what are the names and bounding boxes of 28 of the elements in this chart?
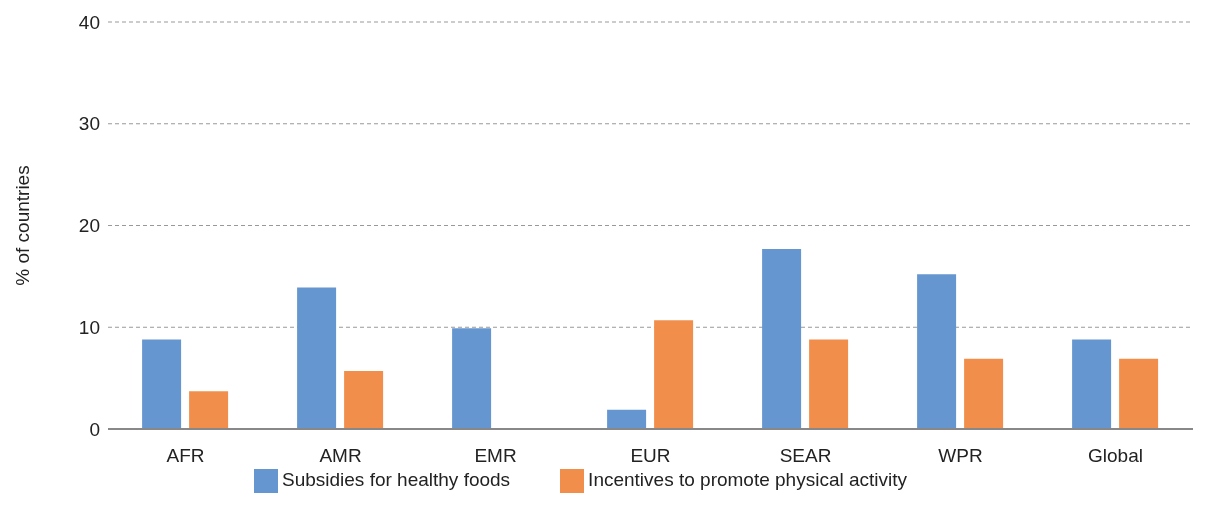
y-axis-title: % of countries xyxy=(11,165,33,286)
y-tick-label: 20 xyxy=(78,215,100,237)
y-tick-label: 40 xyxy=(78,11,100,33)
x-tick-label: SEAR xyxy=(779,445,832,467)
bar xyxy=(452,328,492,429)
bar xyxy=(297,287,337,429)
bar xyxy=(189,391,229,429)
bar xyxy=(654,320,694,429)
bar xyxy=(809,339,849,429)
x-tick-label: EMR xyxy=(474,445,517,467)
bar xyxy=(607,409,647,429)
bar xyxy=(762,248,802,429)
y-tick-label: 0 xyxy=(89,418,100,440)
bar xyxy=(344,371,384,429)
legend-label: Subsidies for healthy foods xyxy=(281,469,511,491)
bar xyxy=(1072,339,1112,429)
x-tick-label: AFR xyxy=(166,445,205,467)
x-tick-label: Global xyxy=(1088,445,1143,467)
y-tick-label: 10 xyxy=(78,316,100,338)
bar xyxy=(964,358,1004,429)
bar xyxy=(1119,358,1159,429)
x-tick-label: WPR xyxy=(938,445,983,467)
y-tick-label: 30 xyxy=(78,113,100,135)
x-tick-label: EUR xyxy=(630,445,671,467)
x-tick-label: AMR xyxy=(319,445,362,467)
legend-label: Incentives to promote physical activity xyxy=(588,469,908,491)
bar xyxy=(142,339,182,429)
bar xyxy=(917,274,957,429)
